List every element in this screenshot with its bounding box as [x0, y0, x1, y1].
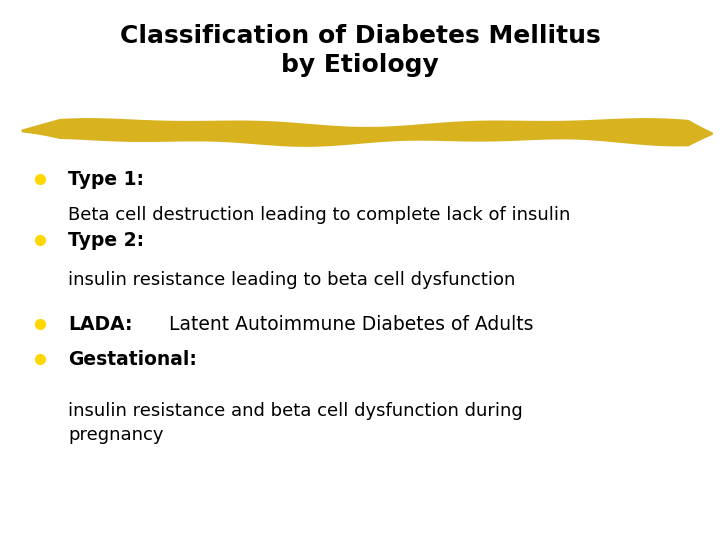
Text: insulin resistance and beta cell dysfunction during
pregnancy: insulin resistance and beta cell dysfunc…	[68, 402, 523, 444]
Text: Gestational:: Gestational:	[68, 349, 197, 369]
Text: LADA:: LADA:	[68, 314, 133, 334]
Text: insulin resistance leading to beta cell dysfunction: insulin resistance leading to beta cell …	[68, 271, 516, 289]
Text: Type 1:: Type 1:	[68, 170, 145, 189]
Text: Latent Autoimmune Diabetes of Adults: Latent Autoimmune Diabetes of Adults	[133, 314, 534, 334]
Text: Type 2:: Type 2:	[68, 231, 145, 250]
Text: Classification of Diabetes Mellitus
by Etiology: Classification of Diabetes Mellitus by E…	[120, 24, 600, 77]
Polygon shape	[22, 118, 713, 147]
Text: Beta cell destruction leading to complete lack of insulin: Beta cell destruction leading to complet…	[68, 206, 571, 224]
